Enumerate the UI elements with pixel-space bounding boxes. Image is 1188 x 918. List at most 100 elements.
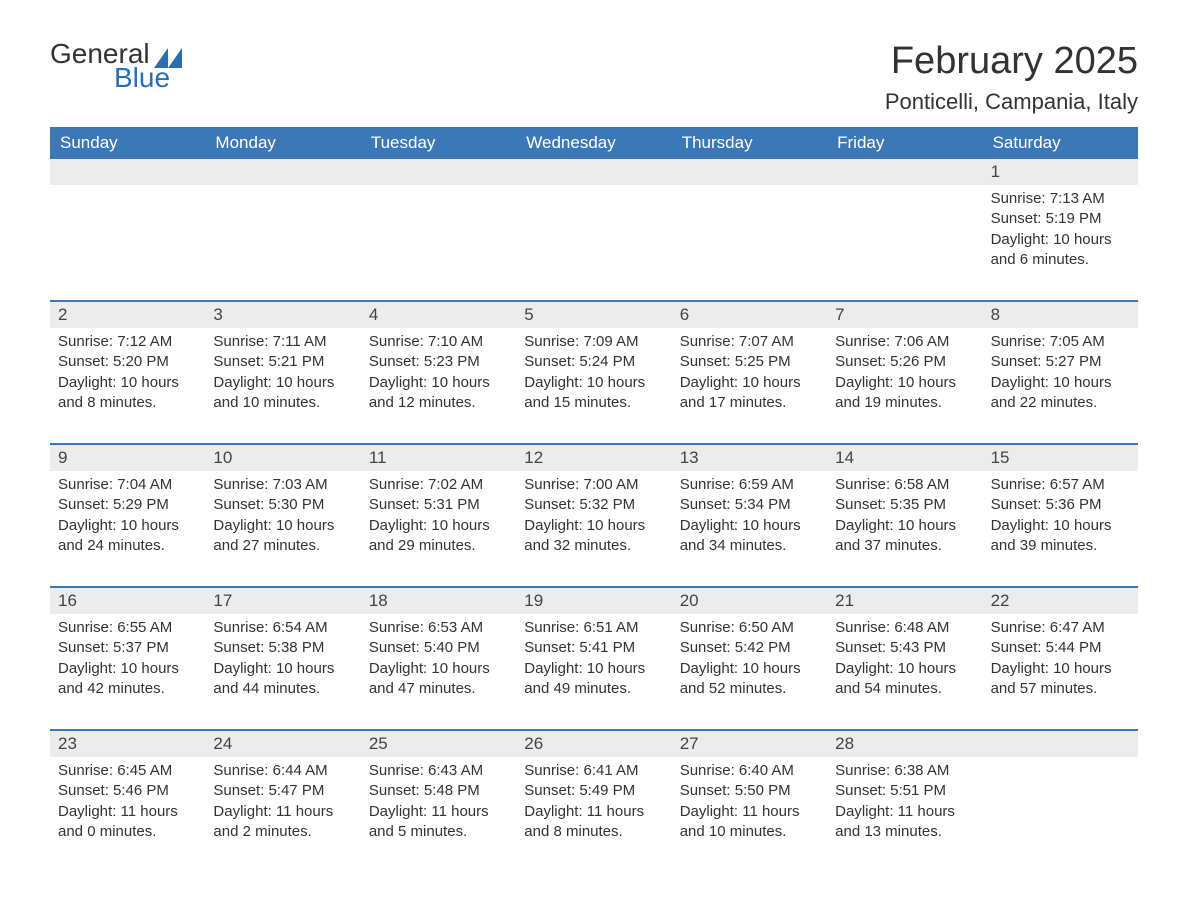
daylight-text: Daylight: 10 hours [58, 373, 197, 393]
page-title: February 2025 [885, 40, 1138, 83]
sunset-text: Sunset: 5:48 PM [369, 781, 508, 801]
date-number [361, 159, 516, 185]
sunrise-text: Sunrise: 7:03 AM [213, 475, 352, 495]
daylight-text: Daylight: 11 hours [369, 802, 508, 822]
daylight-text: and 19 minutes. [835, 393, 974, 413]
calendar: SundayMondayTuesdayWednesdayThursdayFrid… [50, 127, 1138, 848]
date-number: 17 [205, 588, 360, 614]
daylight-text: and 34 minutes. [680, 536, 819, 556]
sunset-text: Sunset: 5:51 PM [835, 781, 974, 801]
date-number: 22 [983, 588, 1138, 614]
day-info: Sunrise: 6:54 AMSunset: 5:38 PMDaylight:… [205, 614, 360, 705]
date-number: 7 [827, 302, 982, 328]
day-info: Sunrise: 6:44 AMSunset: 5:47 PMDaylight:… [205, 757, 360, 848]
daylight-text: Daylight: 11 hours [680, 802, 819, 822]
day-header-cell: Thursday [672, 127, 827, 159]
sunset-text: Sunset: 5:34 PM [680, 495, 819, 515]
day-info: Sunrise: 6:55 AMSunset: 5:37 PMDaylight:… [50, 614, 205, 705]
date-number: 16 [50, 588, 205, 614]
daylight-text: Daylight: 10 hours [991, 659, 1130, 679]
sunrise-text: Sunrise: 6:40 AM [680, 761, 819, 781]
day-info: Sunrise: 6:59 AMSunset: 5:34 PMDaylight:… [672, 471, 827, 562]
sunset-text: Sunset: 5:20 PM [58, 352, 197, 372]
daylight-text: and 44 minutes. [213, 679, 352, 699]
daylight-text: and 37 minutes. [835, 536, 974, 556]
date-number: 25 [361, 731, 516, 757]
sunset-text: Sunset: 5:50 PM [680, 781, 819, 801]
day-info: Sunrise: 6:51 AMSunset: 5:41 PMDaylight:… [516, 614, 671, 705]
daylight-text: Daylight: 11 hours [835, 802, 974, 822]
day-info: Sunrise: 7:02 AMSunset: 5:31 PMDaylight:… [361, 471, 516, 562]
daylight-text: and 12 minutes. [369, 393, 508, 413]
day-header-cell: Wednesday [516, 127, 671, 159]
daylight-text: and 54 minutes. [835, 679, 974, 699]
sunset-text: Sunset: 5:19 PM [991, 209, 1130, 229]
date-number: 19 [516, 588, 671, 614]
date-number: 14 [827, 445, 982, 471]
date-number: 24 [205, 731, 360, 757]
sunrise-text: Sunrise: 6:51 AM [524, 618, 663, 638]
date-number [516, 159, 671, 185]
day-info: Sunrise: 7:10 AMSunset: 5:23 PMDaylight:… [361, 328, 516, 419]
day-header-cell: Sunday [50, 127, 205, 159]
date-number: 6 [672, 302, 827, 328]
daylight-text: Daylight: 10 hours [213, 516, 352, 536]
daylight-text: and 49 minutes. [524, 679, 663, 699]
sunrise-text: Sunrise: 6:57 AM [991, 475, 1130, 495]
daylight-text: and 39 minutes. [991, 536, 1130, 556]
sunrise-text: Sunrise: 6:59 AM [680, 475, 819, 495]
daylight-text: Daylight: 10 hours [835, 516, 974, 536]
daylight-text: and 5 minutes. [369, 822, 508, 842]
sunset-text: Sunset: 5:31 PM [369, 495, 508, 515]
daylight-text: and 15 minutes. [524, 393, 663, 413]
sunset-text: Sunset: 5:26 PM [835, 352, 974, 372]
date-number: 18 [361, 588, 516, 614]
date-number: 28 [827, 731, 982, 757]
sunset-text: Sunset: 5:29 PM [58, 495, 197, 515]
date-number: 23 [50, 731, 205, 757]
sunrise-text: Sunrise: 6:45 AM [58, 761, 197, 781]
date-number [205, 159, 360, 185]
sunrise-text: Sunrise: 6:54 AM [213, 618, 352, 638]
day-header-cell: Monday [205, 127, 360, 159]
sunrise-text: Sunrise: 6:55 AM [58, 618, 197, 638]
date-number [50, 159, 205, 185]
sunrise-text: Sunrise: 7:04 AM [58, 475, 197, 495]
calendar-week: 232425262728Sunrise: 6:45 AMSunset: 5:46… [50, 729, 1138, 848]
daylight-text: and 57 minutes. [991, 679, 1130, 699]
day-info: Sunrise: 6:53 AMSunset: 5:40 PMDaylight:… [361, 614, 516, 705]
sunrise-text: Sunrise: 7:09 AM [524, 332, 663, 352]
logo: General Blue [50, 40, 182, 92]
day-info: Sunrise: 7:00 AMSunset: 5:32 PMDaylight:… [516, 471, 671, 562]
daylight-text: and 29 minutes. [369, 536, 508, 556]
sunset-text: Sunset: 5:44 PM [991, 638, 1130, 658]
daylight-text: and 52 minutes. [680, 679, 819, 699]
sunrise-text: Sunrise: 7:00 AM [524, 475, 663, 495]
date-number [827, 159, 982, 185]
daylight-text: Daylight: 10 hours [58, 516, 197, 536]
daylight-text: Daylight: 10 hours [524, 373, 663, 393]
date-number [983, 731, 1138, 757]
daylight-text: Daylight: 10 hours [213, 373, 352, 393]
daylight-text: and 10 minutes. [680, 822, 819, 842]
sunrise-text: Sunrise: 7:13 AM [991, 189, 1130, 209]
daylight-text: Daylight: 10 hours [991, 373, 1130, 393]
calendar-week: 16171819202122Sunrise: 6:55 AMSunset: 5:… [50, 586, 1138, 705]
sunrise-text: Sunrise: 7:02 AM [369, 475, 508, 495]
sunset-text: Sunset: 5:21 PM [213, 352, 352, 372]
day-header-cell: Tuesday [361, 127, 516, 159]
daylight-text: Daylight: 10 hours [524, 516, 663, 536]
sunrise-text: Sunrise: 7:11 AM [213, 332, 352, 352]
daylight-text: Daylight: 11 hours [58, 802, 197, 822]
sunrise-text: Sunrise: 6:53 AM [369, 618, 508, 638]
day-info: Sunrise: 6:50 AMSunset: 5:42 PMDaylight:… [672, 614, 827, 705]
day-info: Sunrise: 6:58 AMSunset: 5:35 PMDaylight:… [827, 471, 982, 562]
title-block: February 2025 Ponticelli, Campania, Ital… [885, 40, 1138, 115]
day-info: Sunrise: 7:12 AMSunset: 5:20 PMDaylight:… [50, 328, 205, 419]
daylight-text: Daylight: 10 hours [369, 659, 508, 679]
day-info [361, 185, 516, 276]
day-info [205, 185, 360, 276]
date-number: 20 [672, 588, 827, 614]
day-header-cell: Friday [827, 127, 982, 159]
sunset-text: Sunset: 5:36 PM [991, 495, 1130, 515]
